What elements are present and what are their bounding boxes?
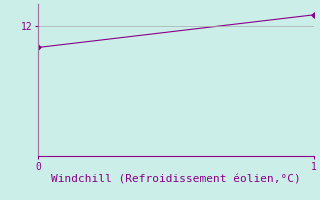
X-axis label: Windchill (Refroidissement éolien,°C): Windchill (Refroidissement éolien,°C)	[51, 174, 301, 184]
